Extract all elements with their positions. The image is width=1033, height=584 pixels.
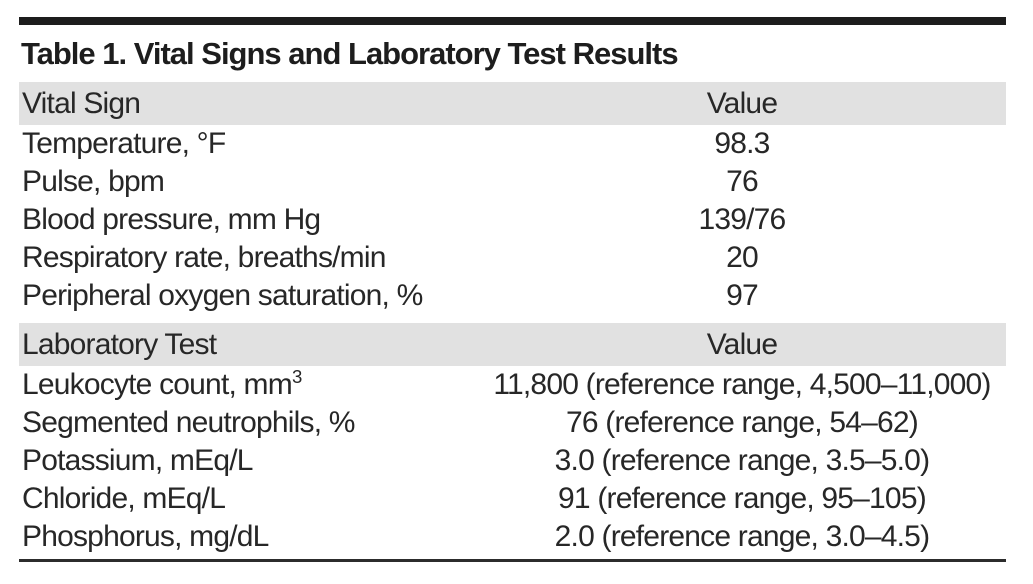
row-label: Phosphorus, mg/dL <box>22 520 269 553</box>
row-value: 3.0 (reference range, 3.5–5.0) <box>554 444 930 477</box>
table-row-blood-pressure: Blood pressure, mm Hg 139/76 <box>19 201 1006 239</box>
table-bottom-rule <box>19 559 1006 562</box>
table-1: Table 1. Vital Signs and Laboratory Test… <box>19 17 1006 562</box>
laboratory-test-header-row: Laboratory Test Value <box>19 323 1006 366</box>
row-value: 2.0 (reference range, 3.0–4.5) <box>554 520 930 553</box>
column-header-value: Value <box>706 86 778 120</box>
row-value: 76 <box>726 165 759 198</box>
vital-signs-header-row: Vital Sign Value <box>19 82 1006 125</box>
row-value: 20 <box>726 241 759 274</box>
row-label: Chloride, mEq/L <box>22 482 226 515</box>
superscript-3: 3 <box>291 366 302 387</box>
row-value: 91 (reference range, 95–105) <box>558 482 927 515</box>
row-value: 11,800 (reference range, 4,500–11,000) <box>493 368 991 401</box>
column-header-vital-sign: Vital Sign <box>22 86 141 120</box>
row-label: Temperature, °F <box>22 127 226 160</box>
row-value: 98.3 <box>714 127 770 160</box>
row-label: Potassium, mEq/L <box>22 444 253 477</box>
table-row-phosphorus: Phosphorus, mg/dL 2.0 (reference range, … <box>19 518 1006 556</box>
row-label: Segmented neutrophils, % <box>22 406 355 439</box>
row-label: Peripheral oxygen saturation, % <box>22 279 423 312</box>
row-label: Leukocyte count, mm3 <box>19 366 478 402</box>
table-row-oxygen-saturation: Peripheral oxygen saturation, % 97 <box>19 277 1006 315</box>
row-label: Blood pressure, mm Hg <box>22 203 321 236</box>
table-top-rule <box>19 17 1006 25</box>
row-label-text: Leukocyte count, mm <box>22 368 293 401</box>
section-gap <box>19 315 1006 323</box>
column-header-value: Value <box>706 327 778 361</box>
row-label: Pulse, bpm <box>22 165 165 198</box>
table-row-segmented-neutrophils: Segmented neutrophils, % 76 (reference r… <box>19 404 1006 442</box>
table-row-potassium: Potassium, mEq/L 3.0 (reference range, 3… <box>19 442 1006 480</box>
row-label: Respiratory rate, breaths/min <box>22 241 386 274</box>
table-row-respiratory-rate: Respiratory rate, breaths/min 20 <box>19 239 1006 277</box>
row-value: 76 (reference range, 54–62) <box>565 406 919 439</box>
table-row-chloride: Chloride, mEq/L 91 (reference range, 95–… <box>19 480 1006 518</box>
row-value: 139/76 <box>698 203 786 236</box>
table-row-temperature: Temperature, °F 98.3 <box>19 125 1006 163</box>
table-row-pulse: Pulse, bpm 76 <box>19 163 1006 201</box>
table-title: Table 1. Vital Signs and Laboratory Test… <box>21 36 679 71</box>
table-row-leukocyte-count: Leukocyte count, mm3 11,800 (reference r… <box>19 366 1006 404</box>
column-header-laboratory-test: Laboratory Test <box>22 327 217 361</box>
row-value: 97 <box>726 279 759 312</box>
